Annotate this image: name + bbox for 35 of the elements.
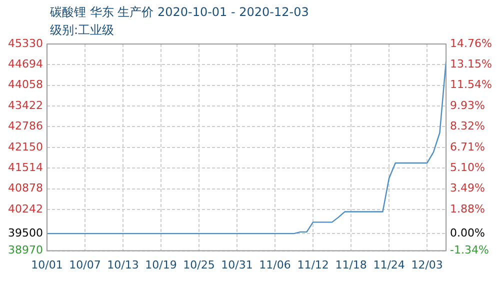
x-tick-label: 11/12 <box>297 258 329 272</box>
y2-tick-label: 14.76% <box>450 36 492 50</box>
y-tick-label: 41514 <box>8 160 43 174</box>
y-tick-label: 45330 <box>8 36 43 50</box>
y2-tick-label: 9.93% <box>450 98 486 112</box>
x-tick-label: 10/07 <box>69 258 101 272</box>
x-tick-label: 10/25 <box>183 258 215 272</box>
chart-title: 碳酸锂 华东 生产价 2020-10-01 - 2020-12-03 <box>50 4 309 21</box>
x-tick-label: 10/31 <box>221 258 253 272</box>
y2-tick-label: 0.00% <box>450 226 486 240</box>
y-tick-label: 44058 <box>8 78 43 92</box>
y-tick-label: 44694 <box>8 58 43 71</box>
y2-tick-label: 8.32% <box>450 120 486 133</box>
chart-subtitle: 级别:工业级 <box>50 22 114 39</box>
y-tick-label: 42786 <box>8 120 43 133</box>
x-tick-label: 11/18 <box>335 258 367 272</box>
y-tick-label: 40878 <box>8 182 43 195</box>
y2-tick-label: 11.54% <box>450 78 492 92</box>
y-tick-label: 42150 <box>8 140 43 154</box>
y2-tick-label: 6.71% <box>450 140 486 154</box>
y2-tick-label: -1.34% <box>450 244 489 257</box>
y2-tick-label: 5.10% <box>450 160 486 174</box>
y-tick-label: 43422 <box>8 98 43 112</box>
x-tick-label: 12/03 <box>411 258 443 272</box>
y-tick-label: 38970 <box>8 244 43 257</box>
y2-tick-label: 1.88% <box>450 202 486 216</box>
y-tick-label: 39500 <box>8 226 43 240</box>
x-tick-label: 10/19 <box>145 258 177 272</box>
x-tick-label: 10/13 <box>107 258 139 272</box>
y2-tick-label: 3.49% <box>450 182 486 195</box>
y-tick-label: 40242 <box>8 202 43 216</box>
x-tick-label: 10/01 <box>31 258 63 272</box>
x-tick-label: 11/06 <box>259 258 291 272</box>
x-tick-label: 11/24 <box>373 258 405 272</box>
y2-tick-label: 13.15% <box>450 58 492 71</box>
